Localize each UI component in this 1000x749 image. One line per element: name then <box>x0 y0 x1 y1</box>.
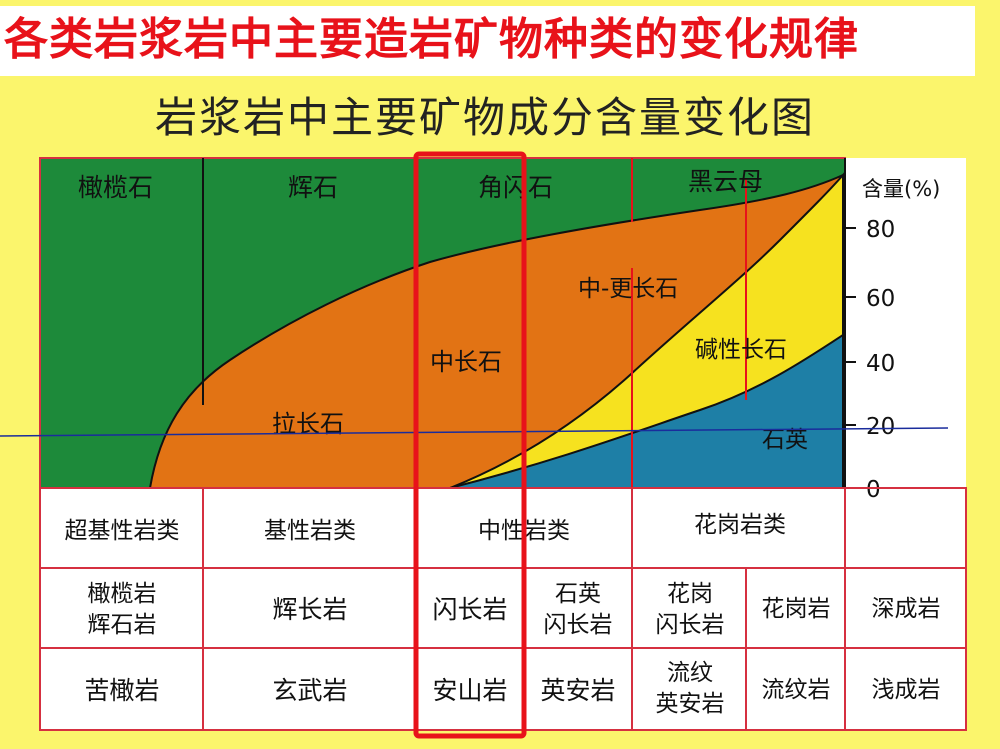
rock-table-frame <box>39 487 967 731</box>
guide-line-20 <box>0 427 949 437</box>
deep-rock-granodiorite-2: 闪长岩 <box>656 612 725 638</box>
y-axis-label: 含量(%) <box>862 177 940 201</box>
y-tick-label-0: 0 <box>866 477 881 503</box>
label-andesine: 中长石 <box>430 348 502 376</box>
label-pyroxene: 辉石 <box>288 173 338 202</box>
label-olivine: 橄榄石 <box>78 173 153 202</box>
label-amphibole: 角闪石 <box>478 173 553 202</box>
shallow-rock-picrite: 苦橄岩 <box>84 676 159 705</box>
deep-rock-diorite: 闪长岩 <box>432 595 507 624</box>
deep-rock-granodiorite-1: 花岗 <box>667 581 713 607</box>
y-tick-label-80: 80 <box>866 217 895 243</box>
title-bar <box>0 6 975 76</box>
shallow-rock-rhyodacite-2: 英安岩 <box>656 691 725 717</box>
label-alkali-feldspar: 碱性长石 <box>695 337 787 363</box>
shallow-rock-label: 浅成岩 <box>872 677 941 703</box>
label-biotite: 黑云母 <box>688 167 763 196</box>
deep-rock-pyroxenite: 辉石岩 <box>88 612 157 638</box>
class-basic: 基性岩类 <box>264 518 356 544</box>
deep-rock-gabbro: 辉长岩 <box>272 595 347 624</box>
deep-rock-granite: 花岗岩 <box>762 596 831 622</box>
shallow-rock-rhyodacite-1: 流纹 <box>667 660 713 686</box>
label-oligoclase-andesine: 中-更长石 <box>578 276 678 302</box>
label-quartz: 石英 <box>762 427 808 453</box>
shallow-rock-basalt: 玄武岩 <box>272 676 347 705</box>
y-tick-label-20: 20 <box>866 414 895 440</box>
shallow-rock-andesite: 安山岩 <box>432 676 507 705</box>
shallow-rock-rhyolite: 流纹岩 <box>762 677 831 703</box>
deep-rock-quartz-diorite-2: 闪长岩 <box>544 612 613 638</box>
deep-rock-peridotite: 橄榄岩 <box>88 581 157 607</box>
diagram-title: 岩浆岩中主要矿物成分含量变化图 <box>155 93 816 142</box>
deep-rock-quartz-diorite-1: 石英 <box>555 581 601 607</box>
class-ultrabasic: 超基性岩类 <box>65 518 180 544</box>
highlight-box-intermediate <box>413 151 527 739</box>
y-tick-label-40: 40 <box>866 351 895 377</box>
class-granitic: 花岗岩类 <box>694 512 786 538</box>
quartz-area <box>449 333 844 489</box>
shallow-rock-dacite: 英安岩 <box>540 676 615 705</box>
y-tick-label-60: 60 <box>866 286 895 312</box>
deep-rock-label: 深成岩 <box>872 596 941 622</box>
slide-title: 各类岩浆岩中主要造岩矿物种类的变化规律 <box>4 14 859 65</box>
